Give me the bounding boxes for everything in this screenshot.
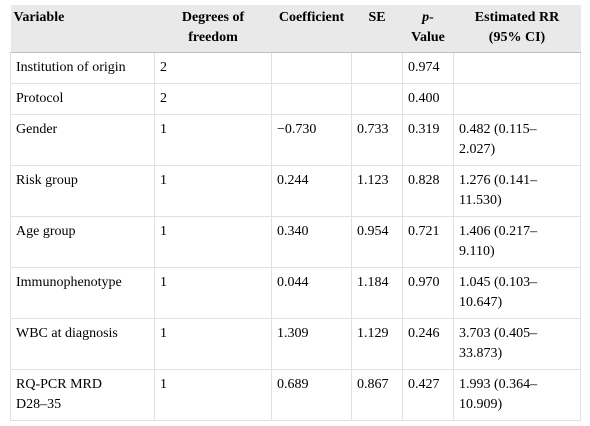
cell-p-value: 0.974	[402, 52, 454, 84]
table-row: Immunophenotype 1 0.044 1.184 0.970 1.04…	[10, 267, 581, 319]
cell-p-value: 0.427	[402, 369, 454, 421]
cell-coefficient: 0.689	[271, 369, 352, 421]
table-row: Risk group 1 0.244 1.123 0.828 1.276 (0.…	[10, 165, 581, 217]
table-row: Age group 1 0.340 0.954 0.721 1.406 (0.2…	[10, 216, 581, 268]
header-row: Variable Degrees of freedom Coefficient S…	[10, 5, 581, 53]
header-se: SE	[351, 5, 403, 53]
header-variable-label: Variable	[13, 10, 65, 25]
cell-se: 0.867	[351, 369, 403, 421]
header-df-line2: freedom	[188, 30, 238, 45]
cell-rr-line2: 10.647)	[459, 295, 503, 310]
cell-coefficient	[271, 52, 352, 84]
cell-estimated-rr: 1.276 (0.141– 11.530)	[453, 165, 581, 217]
cell-df: 1	[154, 369, 272, 421]
cell-variable: Risk group	[10, 165, 155, 217]
cell-coefficient: −0.730	[271, 114, 352, 166]
header-rr-line2: (95% CI)	[488, 30, 546, 45]
cell-se: 0.954	[351, 216, 403, 268]
header-p-line1: p-	[422, 10, 434, 25]
cell-rr-line1: 1.993 (0.364–	[459, 377, 538, 392]
table-row: RQ-PCR MRD D28–35 1 0.689 0.867 0.427 1.9…	[10, 369, 581, 421]
cell-rr-line1: 1.045 (0.103–	[459, 275, 538, 290]
cell-estimated-rr: 1.045 (0.103– 10.647)	[453, 267, 581, 319]
table-body: Institution of origin 2 0.974 Protocol 2…	[10, 52, 581, 421]
header-p-line2: Value	[411, 30, 445, 45]
cell-variable: RQ-PCR MRD D28–35	[10, 369, 155, 421]
cell-p-value: 0.246	[402, 318, 454, 370]
cell-variable: WBC at diagnosis	[10, 318, 155, 370]
cell-coefficient: 0.044	[271, 267, 352, 319]
cell-variable-line2: D28–35	[16, 397, 62, 412]
cell-rr-line1: 3.703 (0.405–	[459, 326, 538, 341]
cell-variable: Gender	[10, 114, 155, 166]
cell-estimated-rr: 3.703 (0.405– 33.873)	[453, 318, 581, 370]
cell-variable: Immunophenotype	[10, 267, 155, 319]
cell-rr-line1: 1.406 (0.217–	[459, 224, 538, 239]
table-row: Institution of origin 2 0.974	[10, 52, 581, 84]
table-row: Protocol 2 0.400	[10, 83, 581, 115]
cell-variable: Institution of origin	[10, 52, 155, 84]
cell-coefficient	[271, 83, 352, 115]
cell-rr-line1: 1.276 (0.141–	[459, 173, 538, 188]
cell-rr-line2: 9.110)	[459, 244, 495, 259]
cell-p-value: 0.721	[402, 216, 454, 268]
header-coefficient: Coefficient	[271, 5, 352, 53]
cell-se: 1.184	[351, 267, 403, 319]
cell-p-value: 0.400	[402, 83, 454, 115]
table-row: WBC at diagnosis 1 1.309 1.129 0.246 3.7…	[10, 318, 581, 370]
cell-df: 1	[154, 165, 272, 217]
cell-df: 1	[154, 114, 272, 166]
cell-variable-line1: RQ-PCR MRD	[16, 377, 102, 392]
regression-table: Variable Degrees of freedom Coefficient S…	[10, 5, 581, 421]
cell-coefficient: 1.309	[271, 318, 352, 370]
cell-df: 1	[154, 318, 272, 370]
cell-se: 1.129	[351, 318, 403, 370]
cell-df: 2	[154, 52, 272, 84]
cell-df: 1	[154, 216, 272, 268]
cell-se	[351, 52, 403, 84]
cell-se	[351, 83, 403, 115]
cell-p-value: 0.970	[402, 267, 454, 319]
cell-df: 1	[154, 267, 272, 319]
cell-se: 0.733	[351, 114, 403, 166]
cell-estimated-rr	[453, 83, 581, 115]
table-header: Variable Degrees of freedom Coefficient S…	[10, 5, 581, 53]
cell-df: 2	[154, 83, 272, 115]
header-df-line1: Degrees of	[181, 10, 245, 25]
cell-coefficient: 0.340	[271, 216, 352, 268]
cell-variable: Age group	[10, 216, 155, 268]
header-estimated-rr: Estimated RR (95% CI)	[453, 5, 581, 53]
header-coefficient-label: Coefficient	[278, 10, 345, 25]
cell-estimated-rr: 0.482 (0.115– 2.027)	[453, 114, 581, 166]
cell-rr-line2: 10.909)	[459, 397, 503, 412]
header-degrees-of-freedom: Degrees of freedom	[154, 5, 272, 53]
cell-p-value: 0.319	[402, 114, 454, 166]
cell-estimated-rr: 1.406 (0.217– 9.110)	[453, 216, 581, 268]
table-row: Gender 1 −0.730 0.733 0.319 0.482 (0.115…	[10, 114, 581, 166]
header-se-label: SE	[368, 10, 386, 25]
cell-p-value: 0.828	[402, 165, 454, 217]
cell-rr-line2: 33.873)	[459, 346, 503, 361]
cell-se: 1.123	[351, 165, 403, 217]
cell-coefficient: 0.244	[271, 165, 352, 217]
header-rr-line1: Estimated RR	[474, 10, 560, 25]
header-p-value: p- Value	[402, 5, 454, 53]
header-variable: Variable	[10, 5, 155, 53]
cell-estimated-rr: 1.993 (0.364– 10.909)	[453, 369, 581, 421]
cell-estimated-rr	[453, 52, 581, 84]
cell-rr-line2: 11.530)	[459, 193, 502, 208]
cell-variable: Protocol	[10, 83, 155, 115]
cell-rr-line2: 2.027)	[459, 142, 496, 157]
cell-rr-line1: 0.482 (0.115–	[459, 122, 537, 137]
